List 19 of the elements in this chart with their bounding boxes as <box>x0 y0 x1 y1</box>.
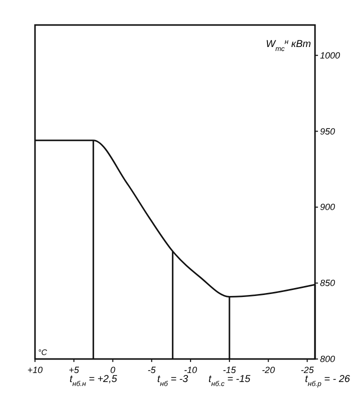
y-tick-label: 900 <box>320 202 336 212</box>
x-tick-label: -20 <box>262 365 275 375</box>
y-tick-label: 1000 <box>320 50 340 60</box>
text: t$_{нб.н}$ = +2,5 <box>70 374 118 388</box>
x-tick-label: 0 <box>110 365 116 375</box>
x-tick-label: +5 <box>68 365 80 375</box>
text: t$_{нб.р}$ = - 26 <box>304 374 350 388</box>
x-tick-label: -5 <box>148 365 157 375</box>
text: t$_{нб.с}$ = -15 <box>208 374 251 388</box>
y-tick-label: 950 <box>320 126 336 136</box>
y-tick-label: 850 <box>320 278 336 288</box>
x-tick-label: +10 <box>27 365 43 375</box>
x-tick-label: -10 <box>184 365 198 375</box>
y-axis-title: W$_{тс}$$^{н}$ кВт <box>266 38 311 52</box>
y-tick-label: 800 <box>320 354 336 364</box>
text: t$_{нб}$ = -3 <box>157 374 189 388</box>
x-tick-label: -15 <box>222 365 237 375</box>
x-axis-title: °C <box>38 348 48 357</box>
x-tick-label: -25 <box>300 365 315 375</box>
